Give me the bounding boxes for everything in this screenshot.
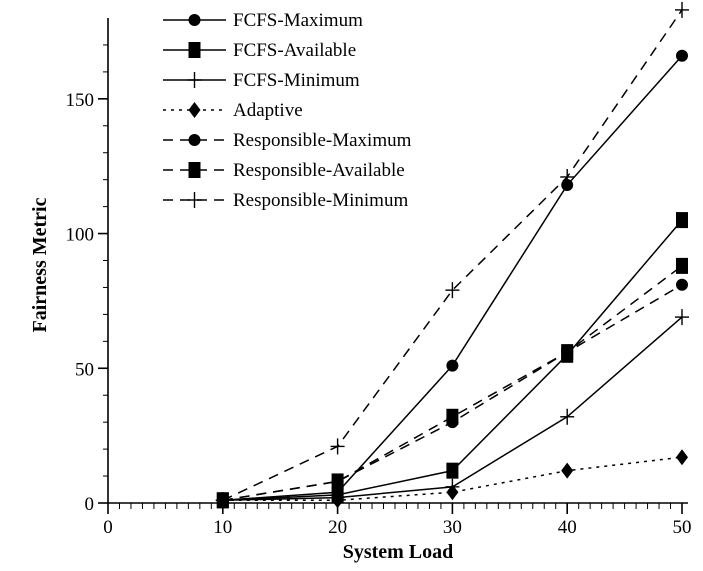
data-point-circle [446, 359, 459, 372]
legend-label: Adaptive [233, 100, 303, 121]
x-tick-label: 20 [328, 517, 347, 538]
legend-entry: FCFS-Maximum [163, 10, 363, 31]
legend-label: Responsible-Maximum [233, 130, 412, 151]
data-point-diamond [446, 484, 459, 501]
y-tick-label: 50 [75, 359, 94, 380]
data-point-diamond [188, 102, 201, 118]
x-axis-title: System Load [343, 541, 454, 563]
data-point-plus [560, 168, 575, 185]
legend-entry: Responsible-Minimum [163, 190, 408, 211]
legend: FCFS-Maximum FCFS-Available FCFS-Minimum Ad… [163, 10, 412, 211]
data-point-square [188, 42, 201, 58]
series-line [222, 55, 683, 502]
series-responsible-available [216, 257, 688, 509]
x-tick-label: 30 [443, 517, 462, 538]
data-point-square [676, 212, 688, 229]
data-point-square [446, 462, 459, 479]
data-point-diamond [676, 449, 688, 466]
data-point-plus [560, 408, 575, 425]
series-responsible-minimum [215, 1, 689, 509]
series-layer [215, 1, 689, 509]
data-point-plus [330, 438, 345, 455]
legend-label: FCFS-Available [233, 40, 356, 61]
data-point-square [446, 408, 459, 425]
y-tick-label: 100 [66, 225, 95, 246]
series-line [222, 9, 683, 501]
legend-label: Responsible-Minimum [233, 190, 408, 211]
data-point-diamond [561, 462, 574, 479]
data-point-diamond [331, 492, 344, 509]
data-point-square [188, 162, 201, 178]
data-point-circle [561, 179, 574, 192]
series-line [222, 265, 683, 502]
data-point-square [331, 473, 344, 490]
data-point-plus [187, 192, 202, 208]
data-point-circle [676, 49, 688, 62]
axes: 0 10 20 30 40 50 0 50 100 150 [66, 18, 692, 538]
data-point-square [561, 344, 574, 361]
x-tick-label: 10 [213, 517, 232, 538]
x-tick-label: 0 [103, 517, 113, 538]
data-point-plus [675, 1, 689, 18]
legend-label: FCFS-Minimum [233, 70, 360, 91]
data-point-plus [445, 282, 460, 299]
x-tick-label: 40 [558, 517, 577, 538]
legend-entry: FCFS-Available [163, 40, 356, 61]
y-axis-title: Fairness Metric [29, 197, 51, 332]
series-line [222, 456, 683, 502]
x-tick-label: 50 [673, 517, 692, 538]
legend-entry: Adaptive [163, 100, 303, 121]
data-point-plus [215, 492, 230, 509]
data-point-circle [676, 278, 688, 291]
legend-entry: FCFS-Minimum [163, 70, 360, 91]
legend-entry: Responsible-Available [163, 160, 405, 181]
y-tick-label: 0 [85, 494, 95, 515]
data-point-circle [188, 14, 201, 26]
legend-label: FCFS-Maximum [233, 10, 363, 31]
y-tick-label: 150 [66, 90, 95, 111]
data-point-square [676, 257, 688, 274]
data-point-circle [188, 134, 201, 146]
legend-label: Responsible-Available [233, 160, 405, 181]
data-point-plus [675, 309, 689, 326]
legend-entry: Responsible-Maximum [163, 130, 412, 151]
data-point-plus [187, 72, 202, 88]
